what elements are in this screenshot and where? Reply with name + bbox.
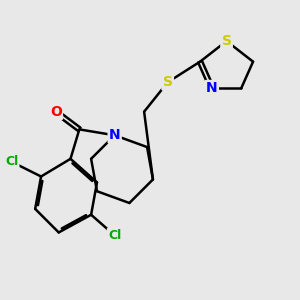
Text: Cl: Cl [108,229,121,242]
Text: O: O [50,105,62,119]
Text: Cl: Cl [5,155,18,168]
Text: S: S [222,34,232,48]
Text: S: S [163,75,173,89]
Text: N: N [109,128,121,142]
Text: N: N [206,81,218,95]
